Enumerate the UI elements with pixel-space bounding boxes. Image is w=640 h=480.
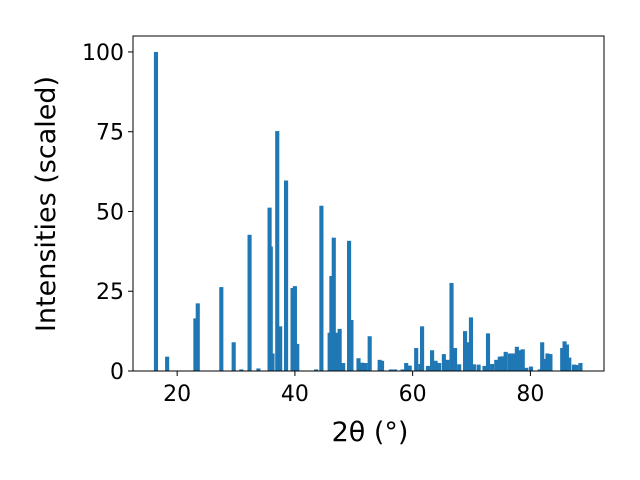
bar	[231, 342, 236, 371]
bar	[404, 363, 409, 371]
bar	[356, 358, 361, 371]
bar	[195, 303, 200, 371]
bar	[256, 368, 261, 371]
bar	[377, 359, 382, 371]
bar	[517, 350, 522, 371]
bar	[392, 369, 398, 371]
bar	[329, 275, 334, 371]
bar	[278, 326, 283, 371]
bar	[347, 240, 352, 371]
bar	[567, 357, 572, 371]
bar	[520, 349, 525, 371]
bar	[441, 354, 446, 371]
bar	[153, 51, 159, 371]
bar	[500, 356, 505, 371]
bar	[407, 365, 412, 371]
bar	[388, 369, 393, 371]
bar	[503, 351, 508, 371]
bar	[165, 356, 170, 371]
bar	[437, 363, 442, 371]
bar	[507, 353, 512, 371]
bar	[468, 317, 474, 371]
y-tick-label: 0	[110, 360, 124, 385]
bar	[290, 288, 295, 371]
bar	[193, 318, 198, 371]
bar	[490, 363, 495, 371]
bar	[292, 286, 297, 371]
x-tick-label: 20	[163, 382, 191, 407]
y-axis-label: Intensities (scaled)	[31, 76, 62, 332]
bar	[482, 365, 487, 371]
bar	[363, 363, 368, 371]
bar	[319, 205, 324, 371]
bar	[284, 180, 289, 371]
bar	[334, 332, 339, 371]
bar	[471, 364, 476, 371]
bar	[548, 354, 553, 371]
bar	[540, 342, 545, 371]
bar	[528, 366, 534, 371]
bar	[571, 364, 577, 371]
bar	[219, 287, 224, 371]
bar	[445, 359, 450, 371]
bar	[514, 346, 519, 371]
bar	[314, 369, 319, 371]
bar	[400, 369, 405, 371]
x-axis-ticks: 20 40 60 80	[163, 371, 544, 407]
y-axis-ticks: 0 25 50 75 100	[82, 41, 133, 385]
bar	[349, 319, 354, 371]
bar	[574, 364, 579, 371]
bar	[457, 364, 462, 371]
bar	[268, 246, 273, 371]
bar	[433, 360, 438, 371]
bar	[452, 348, 458, 371]
y-tick-label: 25	[96, 280, 124, 305]
bar	[545, 353, 550, 371]
bar	[485, 333, 491, 371]
y-tick-label: 75	[96, 121, 124, 146]
y-tick-label: 50	[96, 200, 124, 225]
bar	[560, 348, 565, 371]
bar	[331, 237, 336, 371]
bar	[578, 363, 583, 371]
bar	[564, 344, 569, 371]
bar	[462, 331, 468, 371]
bar	[425, 365, 431, 371]
x-tick-label: 60	[399, 382, 427, 407]
bar	[476, 364, 481, 371]
bar	[275, 131, 280, 371]
bar	[524, 367, 529, 371]
bar	[511, 353, 516, 371]
plot-frame	[132, 35, 605, 372]
x-tick-label: 80	[516, 382, 544, 407]
bar	[494, 359, 499, 371]
bar	[379, 360, 385, 371]
bars-group	[153, 51, 583, 371]
bar	[337, 328, 342, 371]
bar	[414, 348, 419, 371]
bar	[562, 341, 567, 371]
bar	[420, 326, 425, 371]
bar	[537, 369, 542, 371]
bar	[430, 350, 435, 371]
bar	[295, 343, 300, 371]
y-tick-label: 100	[82, 41, 124, 66]
bar	[341, 363, 346, 371]
bar	[359, 362, 365, 371]
bar	[239, 369, 244, 371]
bar	[465, 342, 471, 371]
x-axis-label: 2θ (°)	[332, 417, 409, 448]
bar	[247, 234, 252, 371]
bar	[270, 353, 275, 371]
bar	[449, 282, 454, 371]
bar	[367, 336, 372, 371]
x-tick-label: 40	[281, 382, 309, 407]
bar	[542, 358, 547, 371]
bar	[497, 356, 502, 371]
